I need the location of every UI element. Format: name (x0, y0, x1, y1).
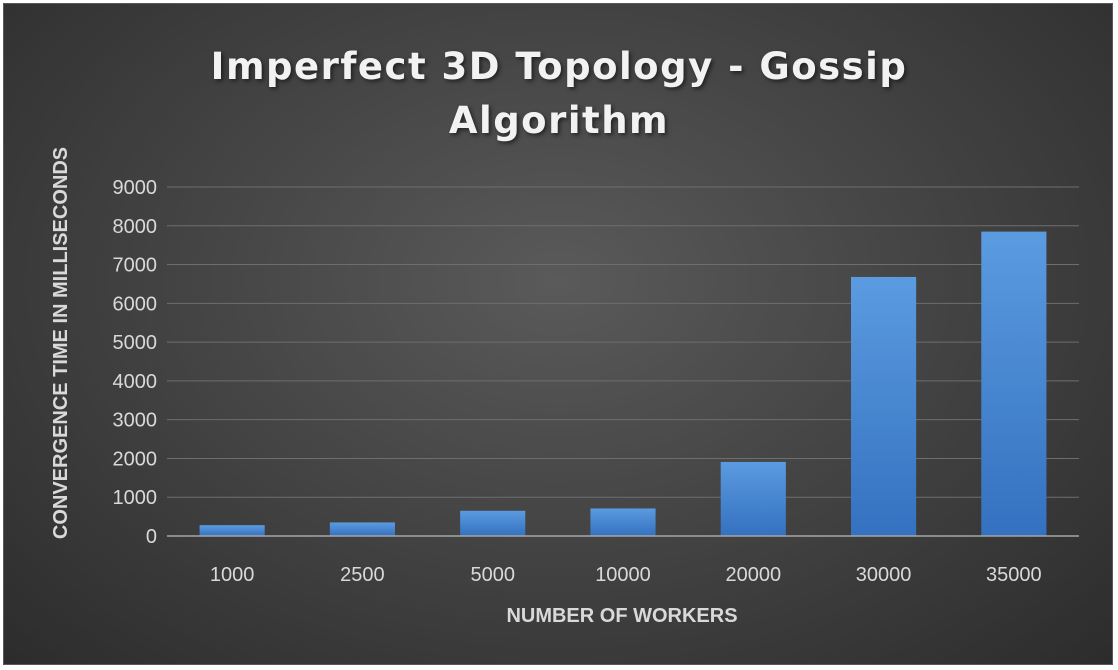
y-axis-title: CONVERGENCE TIME IN MILLISECONDS (50, 147, 72, 539)
bar-1000 (199, 525, 265, 536)
bar-10000 (590, 508, 656, 536)
y-tick-label: 3000 (113, 410, 158, 432)
bar-chart: 0 1000 2000 3000 4000 5000 6000 7000 8000 9000 100… (50, 147, 1079, 627)
y-tick-label: 7000 (113, 255, 158, 277)
y-tick-label: 0 (146, 526, 157, 548)
bars (199, 231, 1047, 536)
x-axis-title: NUMBER OF WORKERS (506, 605, 737, 627)
y-tick-label: 4000 (113, 371, 158, 393)
bar-30000 (851, 276, 917, 536)
x-tick-label: 30000 (856, 564, 912, 586)
bar-20000 (720, 461, 786, 536)
x-tick-label: 2500 (340, 564, 385, 586)
y-tick-label: 9000 (113, 177, 158, 199)
bar-35000 (981, 231, 1047, 536)
y-tick-label: 5000 (113, 332, 158, 354)
x-tick-label: 1000 (210, 564, 255, 586)
tick-labels: 0 1000 2000 3000 4000 5000 6000 7000 8000 9000 100… (113, 177, 1042, 586)
chart-frame: Imperfect 3D Topology - Gossip Algorithm… (3, 3, 1113, 665)
bar-5000 (460, 510, 526, 536)
x-tick-label: 35000 (986, 564, 1042, 586)
x-tick-label: 20000 (725, 564, 781, 586)
bar-2500 (329, 522, 395, 536)
chart-title: Imperfect 3D Topology - Gossip Algorithm (210, 45, 908, 142)
y-tick-label: 6000 (113, 293, 158, 315)
gridlines (167, 186, 1079, 498)
y-tick-label: 2000 (113, 448, 158, 470)
x-tick-label: 10000 (595, 564, 651, 586)
y-tick-label: 8000 (113, 216, 158, 238)
y-tick-label: 1000 (113, 487, 158, 509)
x-tick-label: 5000 (470, 564, 515, 586)
